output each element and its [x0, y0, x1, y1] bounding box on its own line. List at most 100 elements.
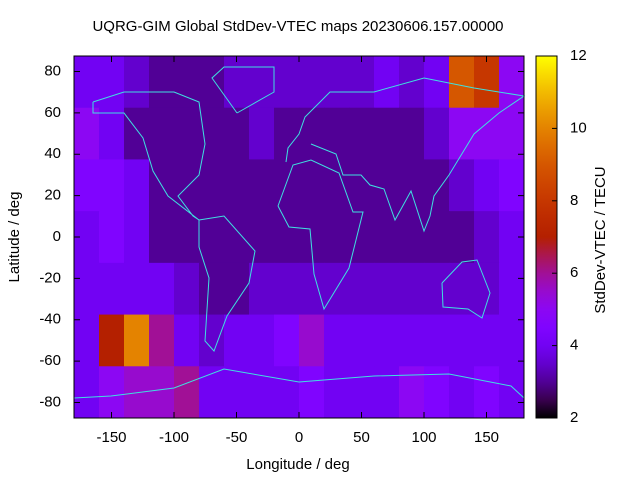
heat-cell: [74, 56, 100, 109]
coastlines: [73, 66, 526, 399]
heat-cell: [399, 159, 425, 212]
heat-cell: [474, 159, 500, 212]
heat-cell: [199, 107, 225, 160]
heat-cell: [199, 56, 225, 109]
coastline: [73, 368, 525, 399]
heat-cell: [324, 314, 350, 367]
heat-cell: [274, 211, 300, 264]
heat-cell: [499, 56, 525, 109]
heat-cell: [424, 262, 450, 316]
y-axis-label: Latitude / deg: [6, 192, 23, 283]
heat-cell: [74, 262, 100, 316]
heat-cell: [124, 159, 150, 212]
heat-cell: [399, 314, 425, 367]
x-tick-label: -100: [159, 429, 189, 446]
heat-cell: [374, 56, 400, 109]
heat-cell: [424, 159, 450, 212]
heat-cell: [449, 262, 475, 316]
heat-cell: [449, 211, 475, 264]
heat-cell: [99, 56, 125, 109]
heat-cell: [299, 314, 325, 367]
heat-cell: [199, 262, 225, 316]
y-tick-label: 80: [44, 62, 61, 79]
heat-cell: [374, 366, 400, 419]
coastline: [277, 159, 364, 311]
heat-cell: [99, 211, 125, 264]
x-axis-label: Longitude / deg: [246, 456, 349, 473]
heat-cell: [399, 56, 425, 109]
heat-cell: [174, 314, 200, 367]
heat-cell: [99, 262, 125, 316]
heat-cell: [474, 366, 500, 419]
heat-cell: [224, 211, 250, 264]
heat-cell: [249, 366, 275, 419]
y-tick-label: 20: [44, 187, 61, 204]
heat-cell: [374, 159, 400, 212]
coastline: [211, 66, 275, 114]
heat-cell: [249, 314, 275, 367]
heat-cell: [274, 262, 300, 316]
heat-cell: [99, 159, 125, 212]
chart-title: UQRG-GIM Global StdDev-VTEC maps 2023060…: [92, 18, 503, 35]
y-tick-label: 0: [53, 228, 61, 245]
heat-cell: [224, 56, 250, 109]
heat-cell: [474, 262, 500, 316]
heat-cell: [449, 56, 475, 109]
coastline: [92, 91, 206, 221]
colorbar: [535, 55, 558, 419]
heat-cell: [124, 211, 150, 264]
x-tick-label: 50: [353, 429, 370, 446]
heat-cell: [349, 107, 375, 160]
heat-cell: [299, 366, 325, 419]
heat-cell: [274, 159, 300, 212]
heat-cell: [374, 314, 400, 367]
heat-cell: [399, 211, 425, 264]
y-tick-label: -40: [39, 311, 61, 328]
colorbar-tick-label: 4: [570, 337, 578, 354]
x-tick-label: -50: [226, 429, 248, 446]
heat-cell: [224, 366, 250, 419]
heat-cell: [374, 107, 400, 160]
heat-cell: [174, 159, 200, 212]
heat-cell: [149, 56, 175, 109]
heat-cell: [449, 314, 475, 367]
heat-cell: [424, 211, 450, 264]
heatmap: [74, 56, 525, 419]
heat-cell: [324, 56, 350, 109]
y-tick-label: 60: [44, 104, 61, 121]
heat-cell: [324, 366, 350, 419]
y-tick-label: -60: [39, 352, 61, 369]
coastline: [441, 259, 491, 319]
heat-cell: [174, 211, 200, 264]
colorbar-label: StdDev-VTEC / TECU: [592, 166, 609, 313]
x-tick-label: 100: [411, 429, 436, 446]
heat-cell: [74, 366, 100, 419]
coastline: [198, 215, 256, 352]
heat-cell: [424, 314, 450, 367]
heat-cell: [299, 107, 325, 160]
heat-cell: [499, 159, 525, 212]
heat-cell: [124, 107, 150, 160]
heat-cell: [99, 366, 125, 419]
heat-cell: [299, 211, 325, 264]
heat-cell: [224, 107, 250, 160]
heat-cell: [74, 159, 100, 212]
heat-cell: [74, 107, 100, 160]
heat-cell: [174, 366, 200, 419]
axes: -150 -100 -50 0 50 100 150 -80 -60 -40 -20 0 20 40 60 8…: [39, 47, 586, 446]
colorbar-tick-label: 10: [570, 119, 587, 136]
x-tick-label: -150: [96, 429, 126, 446]
heat-cell: [224, 314, 250, 367]
heat-cell: [349, 314, 375, 367]
heat-cell: [199, 211, 225, 264]
heat-cell: [199, 366, 225, 419]
heat-cell: [274, 366, 300, 419]
colorbar-tick-label: 8: [570, 192, 578, 209]
heat-cell: [324, 107, 350, 160]
heat-cell: [149, 107, 175, 160]
heat-cell: [399, 262, 425, 316]
heat-cell: [249, 56, 275, 109]
colorbar-tick-label: 2: [570, 409, 578, 426]
heat-cell: [324, 211, 350, 264]
